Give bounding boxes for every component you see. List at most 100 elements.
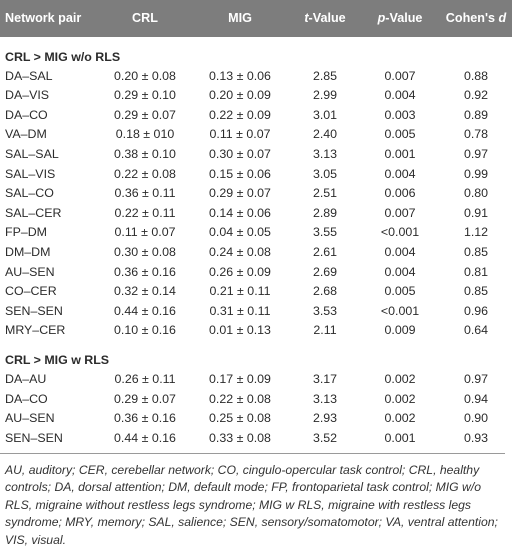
p-value-cell: 0.002 bbox=[384, 371, 416, 386]
mig-cell: 0.04 ± 0.05 bbox=[209, 225, 271, 240]
t-value-cell: 2.89 bbox=[312, 205, 338, 220]
network-pair-cell: SAL–VIS bbox=[5, 166, 56, 181]
cohens-d-cell: 1.12 bbox=[463, 225, 489, 240]
mig-cell: 0.21 ± 0.11 bbox=[209, 284, 271, 299]
network-pair-cell: SEN–SEN bbox=[5, 303, 63, 318]
header-cohens-d: Cohen's d bbox=[440, 0, 512, 37]
crl-cell: 0.11 ± 0.07 bbox=[114, 225, 176, 240]
p-value-cell: 0.007 bbox=[384, 205, 416, 220]
table-row: SEN–SEN 0.44 ± 0.16 0.31 ± 0.11 3.53 <0.001 0… bbox=[0, 301, 512, 321]
t-value-cell: 2.40 bbox=[312, 127, 338, 142]
network-pair-cell: DA–CO bbox=[5, 107, 48, 122]
header-row: Network pair CRL MIG t-Value p-Value Coh… bbox=[0, 0, 512, 37]
table-row: SAL–CO 0.36 ± 0.11 0.29 ± 0.07 2.51 0.006 0.8… bbox=[0, 184, 512, 204]
crl-cell: 0.18 ± 010 bbox=[115, 127, 175, 142]
network-pair-cell: SAL–CO bbox=[5, 186, 54, 201]
crl-cell: 0.32 ± 0.14 bbox=[114, 284, 176, 299]
p-value-cell: 0.002 bbox=[384, 411, 416, 426]
header-t-suffix: -Value bbox=[308, 11, 346, 26]
p-value-cell: 0.006 bbox=[384, 186, 416, 201]
network-pair-cell: MRY–CER bbox=[5, 323, 66, 338]
cohens-d-cell: 0.81 bbox=[463, 264, 489, 279]
crl-cell: 0.38 ± 0.10 bbox=[114, 146, 176, 161]
crl-cell: 0.22 ± 0.11 bbox=[114, 205, 176, 220]
t-value-cell: 2.51 bbox=[312, 186, 338, 201]
crl-cell: 0.26 ± 0.11 bbox=[114, 371, 176, 386]
cohens-d-cell: 0.93 bbox=[463, 430, 489, 445]
section-title: CRL > MIG w RLS bbox=[5, 352, 110, 367]
table-footnote: AU, auditory; CER, cerebellar network; C… bbox=[0, 453, 505, 549]
crl-cell: 0.29 ± 0.07 bbox=[114, 391, 176, 406]
t-value-cell: 3.05 bbox=[312, 166, 338, 181]
table-row: SEN–SEN 0.44 ± 0.16 0.33 ± 0.08 3.52 0.001 0.… bbox=[0, 428, 512, 448]
crl-cell: 0.29 ± 0.10 bbox=[114, 88, 176, 103]
p-value-cell: 0.004 bbox=[384, 166, 416, 181]
mig-cell: 0.20 ± 0.09 bbox=[209, 88, 271, 103]
p-value-cell: 0.005 bbox=[384, 127, 416, 142]
mig-cell: 0.17 ± 0.09 bbox=[209, 371, 271, 386]
crl-cell: 0.44 ± 0.16 bbox=[114, 303, 176, 318]
t-value-cell: 3.52 bbox=[312, 430, 338, 445]
table-row: AU–SEN 0.36 ± 0.16 0.25 ± 0.08 2.93 0.002 0.9… bbox=[0, 409, 512, 429]
network-pair-cell: SEN–SEN bbox=[5, 430, 63, 445]
network-pair-cell: DA–CO bbox=[5, 391, 48, 406]
crl-cell: 0.36 ± 0.11 bbox=[114, 186, 176, 201]
cohens-d-cell: 0.80 bbox=[463, 186, 489, 201]
mig-cell: 0.30 ± 0.07 bbox=[209, 146, 271, 161]
p-value-cell: 0.002 bbox=[384, 391, 416, 406]
t-value-cell: 2.11 bbox=[313, 323, 337, 338]
mig-cell: 0.22 ± 0.08 bbox=[209, 391, 271, 406]
header-t-value: t-Value bbox=[290, 0, 360, 37]
p-value-cell: 0.009 bbox=[384, 323, 416, 338]
section-title: CRL > MIG w/o RLS bbox=[5, 49, 121, 64]
p-value-cell: 0.001 bbox=[384, 430, 416, 445]
header-p-suffix: -Value bbox=[385, 11, 423, 26]
crl-cell: 0.20 ± 0.08 bbox=[114, 68, 176, 83]
mig-cell: 0.33 ± 0.08 bbox=[209, 430, 271, 445]
cohens-d-cell: 0.97 bbox=[463, 371, 489, 386]
table-row: DA–CO 0.29 ± 0.07 0.22 ± 0.08 3.13 0.002 0.94 bbox=[0, 389, 512, 409]
t-value-cell: 3.01 bbox=[312, 107, 338, 122]
header-t-symbol: t bbox=[304, 11, 309, 26]
crl-cell: 0.44 ± 0.16 bbox=[114, 430, 176, 445]
table-body: CRL > MIG w/o RLS DA–SAL 0.20 ± 0.08 0.13 ±… bbox=[0, 37, 512, 448]
table-row: FP–DM 0.11 ± 0.07 0.04 ± 0.05 3.55 <0.001 1.1… bbox=[0, 223, 512, 243]
header-d-prefix: Cohen's bbox=[445, 11, 499, 26]
cohens-d-cell: 0.92 bbox=[463, 88, 489, 103]
network-pair-cell: DA–AU bbox=[5, 371, 47, 386]
results-table: Network pair CRL MIG t-Value p-Value Coh… bbox=[0, 0, 512, 448]
network-pair-cell: AU–SEN bbox=[5, 411, 55, 426]
cohens-d-cell: 0.64 bbox=[463, 323, 489, 338]
table-row: DA–VIS 0.29 ± 0.10 0.20 ± 0.09 2.99 0.004 0.9… bbox=[0, 86, 512, 106]
mig-cell: 0.22 ± 0.09 bbox=[209, 107, 271, 122]
table-row: DA–AU 0.26 ± 0.11 0.17 ± 0.09 3.17 0.002 0.97 bbox=[0, 369, 512, 389]
cohens-d-cell: 0.91 bbox=[463, 205, 489, 220]
p-value-cell: <0.001 bbox=[380, 225, 420, 240]
cohens-d-cell: 0.88 bbox=[463, 68, 489, 83]
network-pair-cell: DA–SAL bbox=[5, 68, 53, 83]
p-value-cell: 0.004 bbox=[384, 264, 416, 279]
section-header-row: CRL > MIG w RLS bbox=[0, 340, 512, 369]
table-row: DM–DM 0.30 ± 0.08 0.24 ± 0.08 2.61 0.004 0.85 bbox=[0, 242, 512, 262]
t-value-cell: 3.55 bbox=[312, 225, 338, 240]
t-value-cell: 3.53 bbox=[312, 303, 338, 318]
network-pair-cell: SAL–SAL bbox=[5, 146, 59, 161]
header-p-value: p-Value bbox=[360, 0, 440, 37]
table-row: DA–SAL 0.20 ± 0.08 0.13 ± 0.06 2.85 0.007 0.8… bbox=[0, 66, 512, 86]
t-value-cell: 2.69 bbox=[312, 264, 338, 279]
crl-cell: 0.22 ± 0.08 bbox=[114, 166, 176, 181]
t-value-cell: 3.17 bbox=[312, 371, 338, 386]
mig-cell: 0.14 ± 0.06 bbox=[209, 205, 271, 220]
t-value-cell: 3.13 bbox=[312, 391, 338, 406]
mig-cell: 0.15 ± 0.06 bbox=[209, 166, 271, 181]
p-value-cell: 0.004 bbox=[384, 88, 416, 103]
network-pair-cell: DM–DM bbox=[5, 244, 51, 259]
mig-cell: 0.01 ± 0.13 bbox=[209, 323, 271, 338]
cohens-d-cell: 0.85 bbox=[463, 244, 489, 259]
p-value-cell: 0.005 bbox=[384, 284, 416, 299]
mig-cell: 0.31 ± 0.11 bbox=[209, 303, 271, 318]
p-value-cell: 0.007 bbox=[384, 68, 416, 83]
network-pair-cell: SAL–CER bbox=[5, 205, 62, 220]
table-row: DA–CO 0.29 ± 0.07 0.22 ± 0.09 3.01 0.003 0.89 bbox=[0, 105, 512, 125]
mig-cell: 0.26 ± 0.09 bbox=[209, 264, 271, 279]
